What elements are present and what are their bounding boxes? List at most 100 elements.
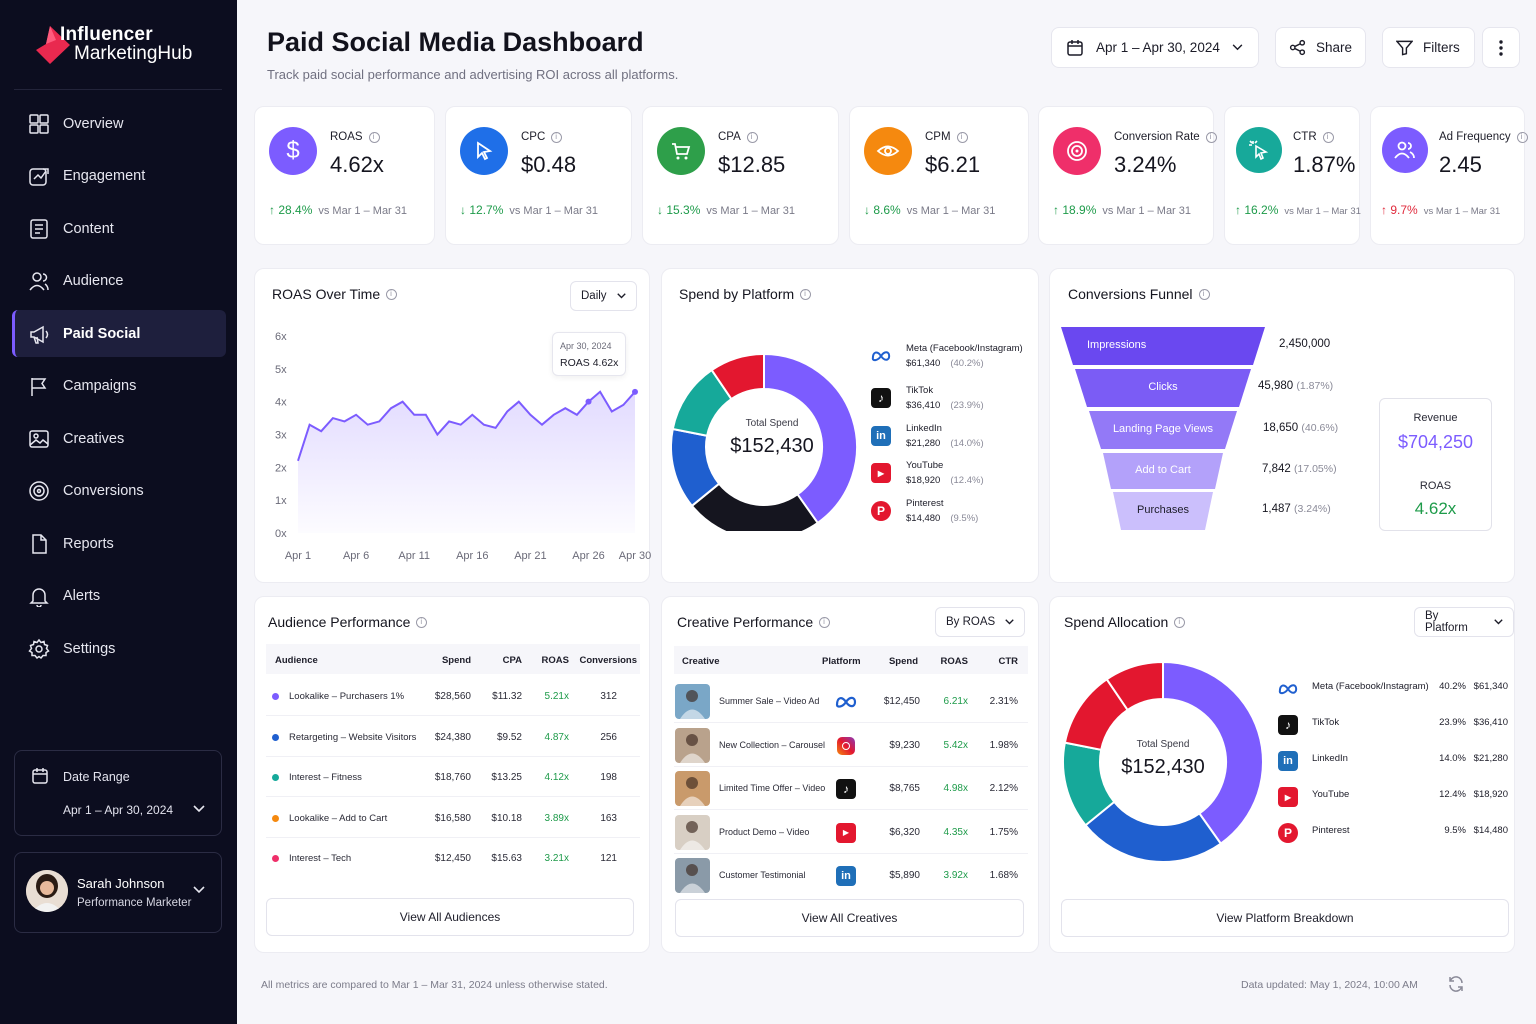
y-tick-label: 6x bbox=[275, 331, 287, 343]
sidebar-item-creatives[interactable]: Creatives bbox=[12, 415, 226, 462]
table-row[interactable] bbox=[266, 719, 640, 757]
spend-donut-chart bbox=[672, 352, 858, 531]
creative-sort-select[interactable]: By ROAS bbox=[935, 607, 1026, 637]
sidebar-item-reports[interactable]: Reports bbox=[12, 520, 226, 567]
sidebar-item-alerts[interactable]: Alerts bbox=[12, 573, 226, 620]
sidebar-item-campaigns[interactable]: Campaigns bbox=[12, 363, 226, 410]
kpi-change: ↓ 12.7% vs Mar 1 – Mar 31 bbox=[460, 203, 599, 217]
allocation-donut-chart bbox=[1063, 660, 1263, 863]
sidebar-item-content[interactable]: Content bbox=[12, 205, 226, 252]
more-vertical-icon bbox=[1499, 39, 1503, 56]
donut-slice-meta[interactable] bbox=[763, 352, 858, 525]
chevron-down-icon bbox=[193, 886, 205, 894]
funnel-stage-1[interactable] bbox=[1075, 369, 1251, 407]
date-range-picker[interactable]: Apr 1 – Apr 30, 2024 bbox=[1051, 27, 1259, 68]
funnel-stage-value: 2,450,000 bbox=[1279, 338, 1331, 350]
table-row[interactable] bbox=[266, 800, 640, 838]
more-options-button[interactable] bbox=[1482, 27, 1520, 68]
audience-column-header: Audience bbox=[275, 655, 318, 666]
brand-line1: Influencer bbox=[60, 24, 153, 45]
info-icon bbox=[386, 288, 398, 300]
view-all-audiences-button[interactable]: View All Audiences bbox=[266, 898, 634, 936]
kpi-label: ROAS bbox=[330, 131, 380, 143]
donut-slice-pinterest[interactable] bbox=[1105, 660, 1164, 712]
table-row[interactable] bbox=[266, 678, 640, 716]
info-icon bbox=[1174, 616, 1186, 628]
click-icon bbox=[1236, 127, 1282, 173]
sidebar-item-audience[interactable]: Audience bbox=[12, 258, 226, 305]
spend-by-platform-title: Spend by Platform bbox=[679, 286, 812, 302]
table-row[interactable] bbox=[674, 768, 1028, 810]
user-role: Performance Marketer bbox=[77, 897, 192, 909]
kpi-card-roas[interactable]: $ ROAS 4.62x ↑ 28.4%vs Mar 1 – Mar 31 bbox=[254, 106, 435, 245]
audience-cell-spend: $16,580 bbox=[434, 812, 471, 824]
legend-spend: $36,410 (23.9%) bbox=[906, 400, 984, 411]
sidebar-divider bbox=[14, 89, 222, 90]
funnel-roas-value: 4.62x bbox=[1414, 499, 1457, 518]
view-all-creatives-button[interactable]: View All Creatives bbox=[675, 899, 1024, 937]
sidebar-item-conversions[interactable]: Conversions bbox=[12, 468, 226, 515]
sidebar-item-overview[interactable]: Overview bbox=[12, 100, 226, 147]
legend-spend: $18,920 (12.4%) bbox=[906, 475, 984, 486]
kpi-card-cpm[interactable]: CPM $6.21 ↓ 8.6%vs Mar 1 – Mar 31 bbox=[849, 106, 1029, 245]
donut-slice-tiktok[interactable] bbox=[1084, 800, 1223, 863]
y-tick-label: 0x bbox=[275, 528, 287, 540]
kpi-value: $12.85 bbox=[718, 152, 786, 177]
sidebar-item-paid-social[interactable]: Paid Social bbox=[12, 310, 226, 357]
funnel-stage-0[interactable] bbox=[1061, 327, 1265, 365]
donut-slice-meta[interactable] bbox=[1162, 660, 1263, 846]
funnel-stage-value: 7,842 (17.05%) bbox=[1262, 463, 1337, 475]
donut-center-value: $152,430 bbox=[730, 435, 814, 457]
table-row[interactable] bbox=[266, 759, 640, 797]
x-tick-label: Apr 30 bbox=[619, 550, 651, 562]
funnel-stage-3[interactable] bbox=[1103, 453, 1223, 489]
table-row[interactable] bbox=[674, 681, 1028, 723]
kpi-card-conversion-rate[interactable]: Conversion Rate 3.24% ↑ 18.9%vs Mar 1 – Ma… bbox=[1038, 106, 1217, 245]
arrow-down-icon: ↓ bbox=[864, 203, 874, 217]
allocation-sort-select[interactable]: By Platform bbox=[1414, 607, 1514, 637]
table-row[interactable] bbox=[674, 812, 1028, 854]
svg-text:$: $ bbox=[286, 139, 299, 163]
share-button[interactable]: Share bbox=[1275, 27, 1366, 68]
roas-data-point[interactable] bbox=[632, 388, 638, 395]
kpi-label: CPM bbox=[925, 131, 968, 143]
kpi-card-cpc[interactable]: CPC $0.48 ↓ 12.7%vs Mar 1 – Mar 31 bbox=[445, 106, 632, 245]
creative-cell-spend: $12,450 bbox=[883, 696, 920, 707]
refresh-icon[interactable] bbox=[1447, 975, 1465, 993]
sidebar-item-label: Paid Social bbox=[63, 325, 141, 342]
allocation-title: Spend Allocation bbox=[1064, 614, 1186, 630]
kpi-card-cpa[interactable]: CPA $12.85 ↓ 15.3%vs Mar 1 – Mar 31 bbox=[642, 106, 839, 245]
kpi-card-ad-frequency[interactable]: Ad Frequency 2.45 ↑ 9.7%vs Mar 1 – Mar 31 bbox=[1370, 106, 1528, 245]
filters-label: Filters bbox=[1423, 40, 1460, 55]
spend-allocation-card: Spend Allocation By Platform Total Spend… bbox=[1049, 596, 1515, 953]
target-icon bbox=[29, 481, 49, 501]
view-platform-breakdown-button[interactable]: View Platform Breakdown bbox=[1061, 899, 1509, 937]
kpi-card-ctr[interactable]: CTR 1.87% ↑ 16.2%vs Mar 1 – Mar 31 bbox=[1224, 106, 1361, 245]
info-icon bbox=[819, 616, 831, 628]
funnel-stage-label: Add to Cart bbox=[1135, 464, 1191, 476]
main-content: Paid Social Media Dashboard Track paid s… bbox=[237, 0, 1536, 1024]
y-tick-label: 2x bbox=[275, 462, 287, 474]
filters-button[interactable]: Filters bbox=[1382, 27, 1475, 68]
user-profile[interactable]: Sarah Johnson Performance Marketer bbox=[14, 852, 222, 933]
funnel-stage-4[interactable] bbox=[1113, 492, 1213, 530]
sidebar-date-range[interactable]: Date Range Apr 1 – Apr 30, 2024 bbox=[14, 750, 222, 836]
granularity-select[interactable]: Daily bbox=[570, 281, 637, 311]
x-tick-label: Apr 11 bbox=[398, 550, 430, 562]
funnel-stage-2[interactable] bbox=[1089, 411, 1237, 449]
tiktok-icon: ♪ bbox=[835, 779, 857, 799]
roas-data-point[interactable] bbox=[585, 398, 592, 405]
brand-logo[interactable]: Influencer MarketingHub bbox=[36, 24, 226, 68]
sidebar-item-engagement[interactable]: Engagement bbox=[12, 153, 226, 200]
kpi-label: Conversion Rate bbox=[1114, 131, 1217, 143]
audience-cell-spend: $24,380 bbox=[434, 731, 471, 743]
sidebar-item-settings[interactable]: Settings bbox=[12, 625, 226, 672]
funnel-stage-value: 45,980 (1.87%) bbox=[1258, 380, 1334, 392]
creative-column-header: ROAS bbox=[940, 656, 968, 667]
kpi-comparison: vs Mar 1 – Mar 31 bbox=[318, 205, 408, 217]
table-row[interactable] bbox=[674, 725, 1028, 767]
donut-slice-pinterest[interactable] bbox=[710, 352, 765, 401]
sidebar-item-label: Creatives bbox=[63, 430, 125, 447]
sidebar-item-label: Audience bbox=[63, 273, 124, 289]
sidebar-item-label: Engagement bbox=[63, 168, 146, 184]
